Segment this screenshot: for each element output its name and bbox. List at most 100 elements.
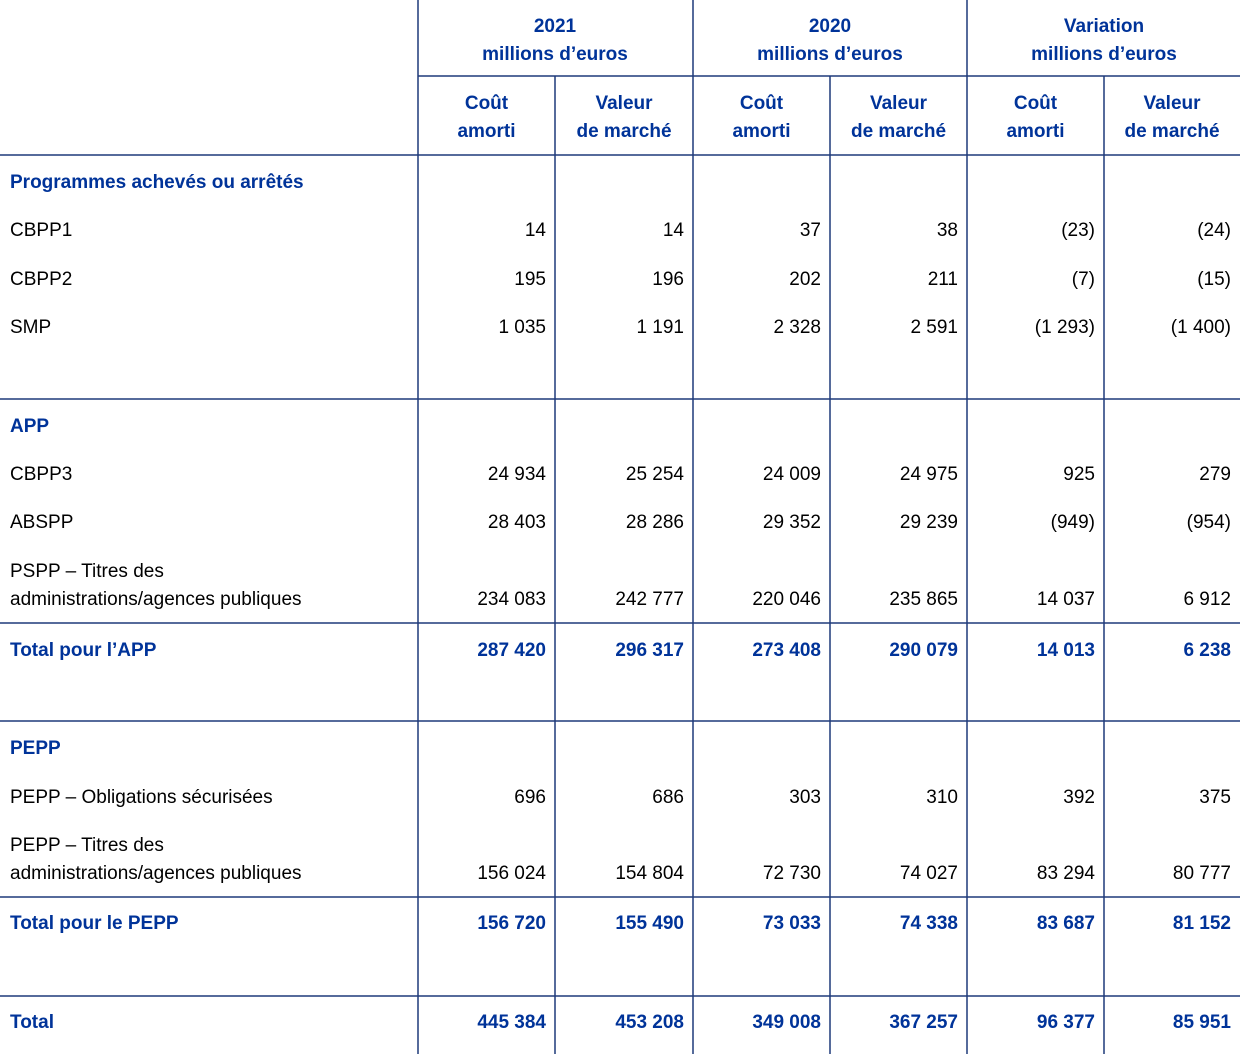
- group-title: 2020: [809, 16, 851, 37]
- data-label: ABSPP: [10, 512, 73, 533]
- cell-value: 6 238: [1183, 640, 1231, 661]
- cell-value: 74 027: [900, 863, 958, 884]
- cell-value: (15): [1197, 269, 1231, 290]
- cell-value: 195: [514, 269, 546, 290]
- data-label: PEPP – Obligations sécurisées: [10, 787, 273, 808]
- group-unit: millions d’euros: [1031, 44, 1177, 65]
- cell-value: 14: [525, 220, 547, 241]
- data-label: administrations/agences publiques: [10, 589, 302, 610]
- cell-value: 6 912: [1183, 589, 1231, 610]
- cell-value: 29 352: [763, 512, 821, 533]
- cell-value: (1 293): [1035, 317, 1095, 338]
- cell-value: 81 152: [1173, 913, 1231, 934]
- cell-value: 37: [800, 220, 821, 241]
- section-label: Programmes achevés ou arrêtés: [10, 172, 304, 193]
- group-title: Variation: [1064, 16, 1144, 37]
- column-header: amorti: [1006, 121, 1064, 142]
- column-header: Coût: [740, 93, 784, 114]
- column-header: de marché: [851, 121, 946, 142]
- data-label: CBPP1: [10, 220, 72, 241]
- data-label: PSPP – Titres des: [10, 561, 164, 582]
- cell-value: 296 317: [615, 640, 684, 661]
- cell-value: 211: [928, 269, 958, 290]
- cell-value: 392: [1063, 787, 1095, 808]
- cell-value: 74 338: [900, 913, 958, 934]
- section-label: PEPP: [10, 738, 61, 759]
- cell-value: 375: [1199, 787, 1231, 808]
- cell-value: (1 400): [1171, 317, 1231, 338]
- cell-value: 24 009: [763, 464, 821, 485]
- cell-value: 14: [663, 220, 685, 241]
- cell-value: 72 730: [763, 863, 821, 884]
- cell-value: 453 208: [615, 1012, 684, 1033]
- cell-value: 686: [652, 787, 684, 808]
- cell-value: 156 720: [477, 913, 546, 934]
- cell-value: 155 490: [615, 913, 684, 934]
- cell-value: 349 008: [752, 1012, 821, 1033]
- cell-value: 925: [1063, 464, 1095, 485]
- column-header: de marché: [1124, 121, 1219, 142]
- column-header: Valeur: [870, 93, 928, 114]
- group-unit: millions d’euros: [482, 44, 628, 65]
- column-header: amorti: [732, 121, 790, 142]
- cell-value: 28 286: [626, 512, 684, 533]
- data-label: CBPP3: [10, 464, 72, 485]
- column-header: Valeur: [1143, 93, 1201, 114]
- cell-value: 1 035: [498, 317, 546, 338]
- column-header: Valeur: [595, 93, 653, 114]
- cell-value: 2 328: [773, 317, 821, 338]
- cell-value: 28 403: [488, 512, 546, 533]
- cell-value: 220 046: [752, 589, 821, 610]
- cell-value: 24 975: [900, 464, 958, 485]
- cell-value: 29 239: [900, 512, 958, 533]
- cell-value: 73 033: [763, 913, 821, 934]
- cell-value: 196: [652, 269, 684, 290]
- cell-value: 290 079: [889, 640, 958, 661]
- cell-value: 80 777: [1173, 863, 1231, 884]
- cell-value: 445 384: [477, 1012, 546, 1033]
- cell-value: 242 777: [615, 589, 684, 610]
- cell-value: 14 013: [1037, 640, 1095, 661]
- cell-value: 279: [1199, 464, 1231, 485]
- column-header: de marché: [576, 121, 671, 142]
- cell-value: 235 865: [889, 589, 958, 610]
- cell-value: 38: [937, 220, 958, 241]
- cell-value: 83 687: [1037, 913, 1095, 934]
- cell-value: (7): [1072, 269, 1095, 290]
- cell-value: 83 294: [1037, 863, 1096, 884]
- cell-value: 696: [514, 787, 546, 808]
- cell-value: 303: [789, 787, 821, 808]
- group-unit: millions d’euros: [757, 44, 903, 65]
- cell-value: 310: [926, 787, 958, 808]
- cell-value: 154 804: [615, 863, 684, 884]
- cell-value: 96 377: [1037, 1012, 1095, 1033]
- data-label: administrations/agences publiques: [10, 863, 302, 884]
- cell-value: (949): [1051, 512, 1095, 533]
- column-header: amorti: [457, 121, 515, 142]
- cell-value: 14 037: [1037, 589, 1095, 610]
- total-label: Total: [10, 1012, 54, 1033]
- total-label: Total pour l’APP: [10, 640, 157, 661]
- cell-value: 156 024: [477, 863, 546, 884]
- cell-value: 202: [789, 269, 821, 290]
- cell-value: 367 257: [889, 1012, 958, 1033]
- data-label: PEPP – Titres des: [10, 835, 164, 856]
- data-label: SMP: [10, 317, 51, 338]
- data-label: CBPP2: [10, 269, 72, 290]
- section-label: APP: [10, 416, 49, 437]
- cell-value: (24): [1197, 220, 1231, 241]
- cell-value: 287 420: [477, 640, 546, 661]
- cell-value: (23): [1061, 220, 1095, 241]
- cell-value: 2 591: [910, 317, 958, 338]
- group-title: 2021: [534, 16, 577, 37]
- cell-value: 234 083: [477, 589, 546, 610]
- total-label: Total pour le PEPP: [10, 913, 179, 934]
- column-header: Coût: [465, 93, 509, 114]
- cell-value: 273 408: [752, 640, 821, 661]
- cell-value: (954): [1187, 512, 1231, 533]
- column-header: Coût: [1014, 93, 1058, 114]
- cell-value: 1 191: [636, 317, 684, 338]
- cell-value: 24 934: [488, 464, 547, 485]
